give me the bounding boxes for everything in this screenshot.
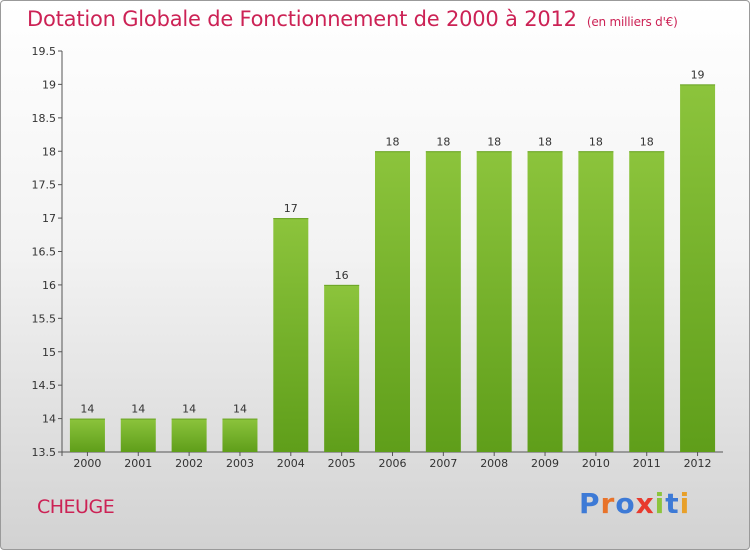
bar-2001	[120, 418, 156, 452]
x-tick-label-2007: 2007	[429, 457, 457, 470]
value-label-2011: 18	[640, 135, 654, 148]
bar-2010	[578, 151, 614, 452]
value-label-2012: 19	[691, 68, 705, 81]
bar-2005	[324, 284, 360, 452]
logo-letter: i	[654, 487, 666, 520]
chart-title: Dotation Globale de Fonctionnement de 20…	[27, 7, 678, 31]
x-tick-label-2003: 2003	[226, 457, 254, 470]
y-tick-label-11: 19	[42, 78, 56, 91]
value-label-2001: 14	[131, 403, 145, 416]
x-tick-label-2005: 2005	[328, 457, 356, 470]
proxiti-logo: Proxiti	[579, 487, 690, 520]
x-tick-label-2004: 2004	[277, 457, 305, 470]
value-label-2002: 14	[182, 403, 196, 416]
x-tick-label-2012: 2012	[684, 457, 712, 470]
y-tick-label-4: 15.5	[32, 312, 57, 325]
bar-2004	[273, 218, 309, 452]
y-tick-label-10: 18.5	[32, 112, 57, 125]
value-label-2006: 18	[386, 135, 400, 148]
chart-unit: (en milliers d'€)	[586, 15, 678, 29]
x-tick-label-2006: 2006	[379, 457, 407, 470]
bar-2009	[527, 151, 563, 452]
bar-2003	[222, 418, 258, 452]
y-tick-label-0: 13.5	[32, 446, 57, 459]
x-tick-label-2011: 2011	[633, 457, 661, 470]
logo-letter: r	[600, 487, 616, 520]
value-label-2007: 18	[436, 135, 450, 148]
x-tick-label-2001: 2001	[124, 457, 152, 470]
bar-2011	[629, 151, 665, 452]
y-tick-label-8: 17.5	[32, 179, 57, 192]
chart-title-text: Dotation Globale de Fonctionnement de 20…	[27, 7, 577, 31]
value-label-2009: 18	[538, 135, 552, 148]
value-label-2010: 18	[589, 135, 603, 148]
y-tick-label-12: 19.5	[32, 45, 57, 58]
y-tick-label-5: 16	[42, 279, 56, 292]
bar-2012	[680, 84, 716, 453]
y-tick-label-1: 14	[42, 413, 56, 426]
logo-letter: x	[635, 487, 655, 520]
x-tick-label-2000: 2000	[73, 457, 101, 470]
bar-2002	[171, 418, 207, 452]
logo-letter: i	[679, 487, 691, 520]
logo-letter: P	[579, 487, 601, 520]
y-tick-label-9: 18	[42, 145, 56, 158]
x-tick-label-2009: 2009	[531, 457, 559, 470]
value-label-2003: 14	[233, 403, 247, 416]
y-tick-label-6: 16.5	[32, 246, 57, 259]
value-label-2000: 14	[80, 403, 94, 416]
logo-letter: t	[665, 487, 680, 520]
bar-2000	[69, 418, 105, 452]
x-tick-label-2010: 2010	[582, 457, 610, 470]
commune-name: CHEUGE	[37, 496, 115, 518]
bar-2006	[375, 151, 410, 452]
logo-letter: o	[615, 487, 636, 520]
y-tick-label-2: 14.5	[32, 379, 57, 392]
value-label-2004: 17	[284, 202, 298, 215]
x-tick-label-2002: 2002	[175, 457, 203, 470]
bar-2007	[425, 151, 461, 452]
x-tick-label-2008: 2008	[480, 457, 508, 470]
value-label-2005: 16	[335, 269, 349, 282]
y-tick-label-3: 15	[42, 346, 56, 359]
bar-2008	[476, 151, 512, 452]
value-label-2008: 18	[487, 135, 501, 148]
y-tick-label-7: 17	[42, 212, 56, 225]
